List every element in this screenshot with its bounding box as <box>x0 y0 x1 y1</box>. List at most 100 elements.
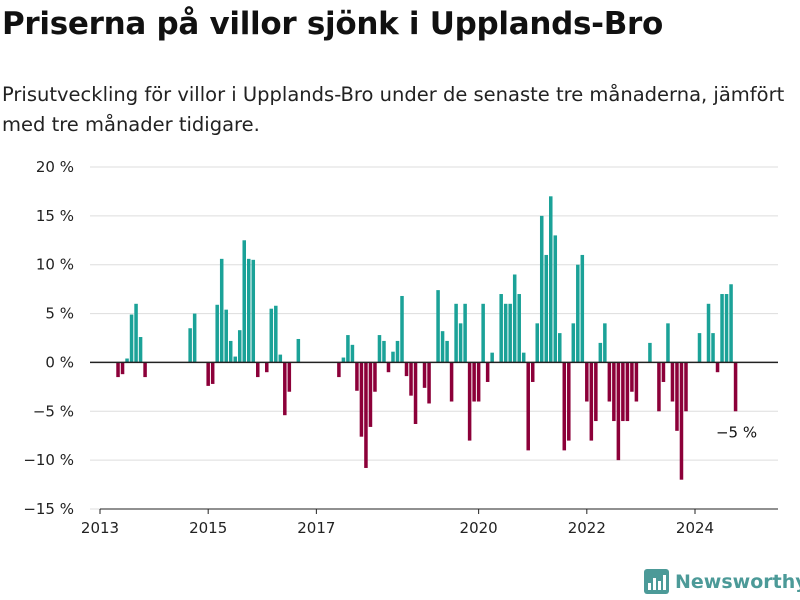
y-tick-label: −10 % <box>23 451 74 469</box>
brand-logo: Newsworthy <box>644 569 800 594</box>
bar <box>440 331 445 363</box>
bar <box>666 323 670 363</box>
bar <box>368 362 373 427</box>
bar <box>192 313 197 363</box>
bar <box>296 338 301 363</box>
bar <box>283 362 287 416</box>
bar <box>481 303 485 363</box>
bar <box>219 258 224 363</box>
bar <box>616 362 621 461</box>
bar <box>621 362 625 422</box>
bar <box>711 333 715 363</box>
bar <box>733 362 738 412</box>
bar <box>648 342 652 363</box>
bar <box>395 340 400 363</box>
bar <box>422 362 427 388</box>
bar <box>558 333 562 363</box>
bar <box>706 303 711 363</box>
bar <box>499 294 503 363</box>
bar <box>224 309 228 363</box>
bar <box>134 303 138 363</box>
bar <box>467 362 472 441</box>
bar <box>530 362 535 382</box>
bar <box>120 362 125 375</box>
chart-subtitle: Prisutveckling för villor i Upplands-Bro… <box>2 83 785 136</box>
y-tick-label: 15 % <box>36 207 74 225</box>
bar <box>607 362 612 402</box>
bar <box>269 308 274 363</box>
bar <box>355 362 359 391</box>
bar <box>589 362 594 441</box>
bar <box>670 362 675 402</box>
bar <box>359 362 364 437</box>
bar <box>400 295 404 363</box>
bar <box>233 356 237 363</box>
bar <box>265 362 269 373</box>
bar <box>256 362 260 378</box>
bar <box>287 362 292 392</box>
y-tick-label: 0 % <box>45 353 74 371</box>
bar <box>242 240 246 363</box>
bar <box>562 362 567 451</box>
latest-value-label: −5 % <box>716 423 757 441</box>
bar <box>553 235 558 363</box>
bar <box>585 362 589 402</box>
bar <box>661 362 666 382</box>
bar <box>476 362 481 402</box>
x-tick-label: 2020 <box>460 519 498 537</box>
bar <box>630 362 634 392</box>
bar <box>675 362 679 431</box>
bar <box>436 290 440 363</box>
bar <box>697 333 702 363</box>
bar <box>472 362 476 402</box>
bar <box>715 362 720 373</box>
bar <box>377 335 382 363</box>
bar <box>539 215 544 363</box>
bar <box>246 258 251 363</box>
bar <box>228 340 233 363</box>
x-tick-label: 2024 <box>676 519 714 537</box>
bar <box>535 323 539 363</box>
bar <box>337 362 341 378</box>
bar <box>188 328 192 363</box>
bar <box>580 254 585 363</box>
bar <box>576 264 580 363</box>
bar <box>549 196 553 363</box>
bar <box>684 362 688 412</box>
bar <box>729 284 733 363</box>
brand-name: Newsworthy <box>675 570 800 593</box>
bar <box>612 362 616 422</box>
bar <box>508 303 512 363</box>
bar <box>724 294 729 363</box>
bar <box>521 352 526 363</box>
x-tick-label: 2017 <box>297 519 335 537</box>
y-tick-label: 5 % <box>45 305 74 323</box>
bar <box>720 294 724 363</box>
bar <box>251 259 256 363</box>
bar <box>526 362 530 451</box>
bar <box>125 358 129 363</box>
bar <box>346 335 350 363</box>
bar <box>341 357 346 363</box>
y-tick-label: −15 % <box>23 500 74 518</box>
bar <box>391 351 395 363</box>
bar <box>490 352 494 363</box>
bar <box>571 323 576 363</box>
bar <box>382 340 386 363</box>
chart-title: Priserna på villor sjönk i Upplands-Bro <box>2 6 664 42</box>
bar <box>512 274 517 363</box>
bar <box>503 303 508 363</box>
bar <box>567 362 571 441</box>
bar <box>679 362 684 480</box>
x-tick-label: 2013 <box>81 519 119 537</box>
bar <box>463 303 467 363</box>
bar <box>278 354 283 363</box>
bar <box>594 362 598 422</box>
bar <box>143 362 147 378</box>
bar <box>454 303 458 363</box>
bar <box>445 340 449 363</box>
bar <box>598 342 603 363</box>
y-tick-label: 10 % <box>36 256 74 274</box>
bar <box>413 362 418 424</box>
